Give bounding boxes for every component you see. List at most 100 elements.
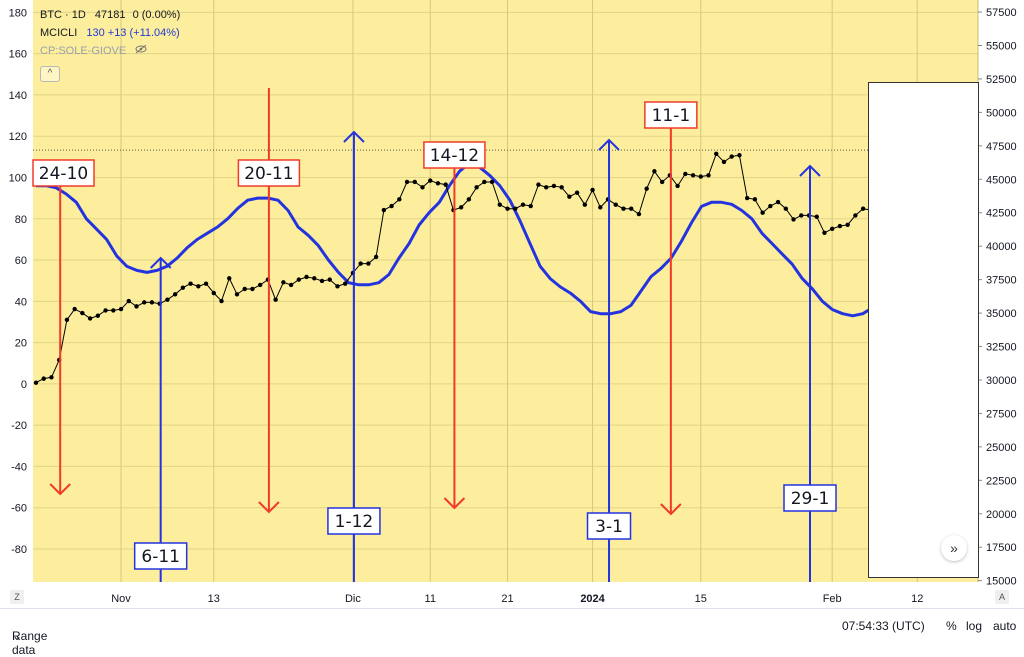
price-point [829, 226, 835, 231]
corner-right-button[interactable]: A [995, 590, 1009, 604]
eye-hidden-icon[interactable] [135, 42, 147, 60]
price-point [458, 205, 464, 210]
bottom-marker-label: 6-11 [141, 547, 180, 567]
grid-lines [33, 0, 978, 582]
legend-script-name[interactable]: CP:SOLE-GIOVE [40, 45, 127, 57]
price-point [590, 187, 595, 193]
legend-indicator-name[interactable]: MCICLI [40, 27, 78, 39]
price-point [242, 286, 247, 292]
right-tick-label: 55000 [986, 40, 1017, 52]
price-point [250, 286, 255, 292]
price-point [49, 375, 54, 380]
legend: BTC · 1D 47181 0 (0.00%) MCICLI 130 +13 … [40, 6, 184, 82]
chart-canvas[interactable]: Nov 13 Dic 11 21 2024 15 Feb 12 24-10 20-11 14-12 1… [0, 0, 1024, 608]
arrow-head [258, 501, 280, 514]
price-point [791, 217, 796, 222]
price-point [343, 281, 348, 286]
legend-script-row[interactable]: CP:SOLE-GIOVE [40, 42, 184, 60]
price-point [752, 197, 758, 202]
price-point [389, 203, 394, 209]
top-marker-label: 11-1 [652, 106, 691, 126]
price-point [381, 207, 387, 213]
legend-symbol[interactable]: BTC · 1D [40, 9, 86, 21]
legend-indicator-row[interactable]: MCICLI 130 +13 (+11.04%) [40, 24, 184, 42]
price-point [714, 151, 719, 157]
x-tick-label: 13 [208, 593, 220, 605]
right-tick-label: 52500 [986, 74, 1017, 86]
price-point [412, 179, 417, 185]
price-point [149, 300, 155, 305]
x-tick-label: 21 [501, 593, 513, 605]
price-point [551, 183, 557, 189]
price-point [281, 280, 286, 285]
log-toggle[interactable]: log [966, 619, 983, 633]
legend-symbol-row[interactable]: BTC · 1D 47181 0 (0.00%) [40, 6, 184, 24]
price-point [172, 292, 178, 297]
arrow-head [343, 130, 365, 143]
price-point [288, 282, 294, 288]
price-point [729, 154, 734, 159]
percent-toggle[interactable]: % [946, 619, 957, 633]
price-point [103, 308, 108, 313]
price-point [706, 173, 711, 178]
bottom-marker-label: 3-1 [595, 517, 623, 537]
price-point [559, 185, 564, 190]
price-point [744, 195, 750, 201]
left-tick-label: 160 [9, 49, 27, 61]
right-tick-label: 22500 [986, 475, 1017, 487]
overlay-panel [868, 82, 979, 578]
price-point [466, 197, 472, 202]
arrow-head [598, 138, 620, 151]
price-point [111, 308, 116, 313]
right-tick-label: 57500 [986, 7, 1017, 19]
price-point [768, 203, 773, 209]
price-point [543, 185, 549, 190]
top-marker-box [644, 101, 698, 129]
price-point [489, 179, 495, 185]
left-tick-label: 180 [9, 7, 27, 19]
price-point [621, 206, 626, 211]
left-tick-label: 60 [15, 255, 27, 267]
price-point [142, 300, 147, 305]
right-tick-label: 35000 [986, 308, 1017, 320]
price-point [775, 199, 781, 205]
left-axis: 180 160 140 120 100 80 60 40 20 0 -20 -40 -60 -80 [9, 7, 27, 556]
legend-indicator-value: 130 [86, 27, 105, 39]
price-point [698, 174, 703, 179]
price-point [853, 213, 858, 218]
bottom-marker-box [783, 484, 837, 512]
scroll-to-realtime-button[interactable]: » [941, 535, 967, 561]
right-tick-label: 25000 [986, 442, 1017, 454]
price-point [435, 181, 441, 186]
chevron-down-icon: ⌄ [12, 629, 23, 643]
right-tick-label: 20000 [986, 509, 1017, 521]
price-point [683, 171, 688, 177]
price-point [126, 298, 131, 304]
left-tick-label: 140 [9, 90, 27, 102]
price-point [652, 169, 657, 174]
bottom-marker-label: 1-12 [335, 512, 374, 532]
price-point [598, 205, 603, 210]
auto-toggle[interactable]: auto [993, 619, 1017, 633]
price-point [675, 183, 680, 189]
price-point [690, 173, 696, 178]
corner-left-button[interactable]: Z [10, 590, 24, 604]
clock-time[interactable]: 07:54:33 (UTC) [842, 619, 925, 633]
collapse-legend-button[interactable]: ^ [40, 66, 60, 82]
price-point [513, 206, 518, 211]
price-point [814, 214, 819, 219]
x-tick-label: Nov [111, 593, 131, 605]
left-tick-label: 120 [9, 131, 27, 143]
right-tick-label: 30000 [986, 375, 1017, 387]
price-point [536, 182, 541, 187]
price-point [428, 178, 433, 183]
price-point [327, 277, 332, 282]
top-marker-box [237, 159, 301, 187]
arrow-head [660, 503, 682, 516]
top-marker-box [423, 141, 486, 169]
bottom-marker-box [586, 512, 632, 540]
right-tick-label: 42500 [986, 208, 1017, 220]
arrow-head [49, 483, 71, 496]
price-point [644, 186, 649, 191]
price-point [373, 254, 379, 260]
